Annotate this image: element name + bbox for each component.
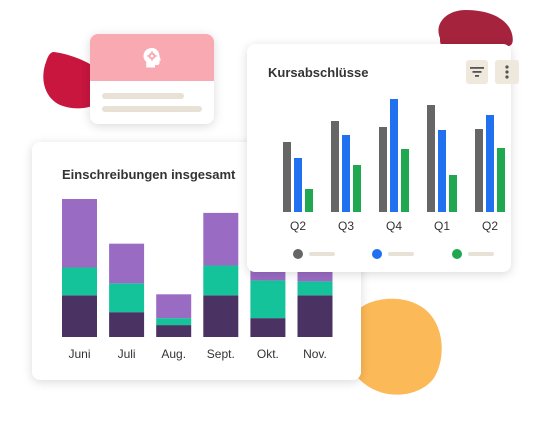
x-tick-label: Q1 <box>434 219 450 233</box>
bar <box>390 99 398 212</box>
bar-segment <box>203 265 239 296</box>
x-tick-label: Q4 <box>386 219 402 233</box>
bar-segment <box>156 325 192 337</box>
x-tick-label: Q3 <box>338 219 354 233</box>
bar-segment <box>203 212 239 266</box>
bar-segment <box>109 243 145 284</box>
bar <box>305 189 313 212</box>
legend-dot-blue <box>372 249 382 259</box>
x-tick-label: Sept. <box>207 347 235 361</box>
course-completion-chart: Q2 Q3 Q4 Q1 Q2 <box>283 99 505 233</box>
bar-segment <box>156 294 192 319</box>
bar <box>475 129 483 212</box>
bar <box>353 165 361 212</box>
x-tick-label: Nov. <box>303 347 327 361</box>
bar <box>342 135 350 212</box>
x-tick-label: Juni <box>68 347 90 361</box>
bar <box>379 127 387 212</box>
orange-blob <box>344 298 442 395</box>
profile-card-header <box>90 34 214 81</box>
bar <box>294 158 302 212</box>
bar-segment <box>156 318 192 326</box>
bar <box>401 149 409 212</box>
bar <box>449 175 457 212</box>
filter-button[interactable] <box>466 60 488 84</box>
red-blob-shape <box>43 52 98 109</box>
bar <box>486 115 494 212</box>
bar-segment <box>109 283 145 313</box>
x-tick-label: Q2 <box>290 219 306 233</box>
bar <box>427 105 435 212</box>
course-completion-title: Kursabschlüsse <box>268 65 369 80</box>
bar <box>497 148 505 212</box>
profile-text-line-2 <box>102 106 202 112</box>
bar <box>283 142 291 212</box>
enrollment-title: Einschreibungen insgesamt <box>62 167 236 182</box>
enrollment-chart: Juni Juli Aug. Sept. Okt. Nov. <box>62 199 333 361</box>
bar-segment <box>297 295 333 337</box>
legend-dot-gray <box>293 249 303 259</box>
bar-segment <box>62 267 97 296</box>
x-tick-label: Q2 <box>482 219 498 233</box>
brain-gear-icon <box>143 47 161 67</box>
dark-red-blob-shape <box>438 10 513 46</box>
profile-card <box>90 34 214 124</box>
orange-blob-shape <box>344 298 442 395</box>
bar-segment <box>297 281 333 296</box>
legend-placeholder-gray <box>309 252 335 256</box>
bar-segment <box>203 295 239 337</box>
legend-placeholder-green <box>468 252 494 256</box>
red-blob-left <box>43 52 98 109</box>
legend-dot-green <box>452 249 462 259</box>
filter-icon <box>470 67 484 77</box>
more-options-button[interactable] <box>495 60 519 84</box>
red-blob-right <box>438 10 513 46</box>
x-tick-label: Okt. <box>257 347 279 361</box>
bar-segment <box>62 199 97 268</box>
legend-placeholder-blue <box>388 252 414 256</box>
profile-text-line-1 <box>102 93 184 99</box>
x-tick-label: Aug. <box>161 347 186 361</box>
course-completion-card: Kursabschlüsse Q2 Q3 Q4 Q1 Q2 <box>247 44 519 272</box>
bar-segment <box>250 318 286 337</box>
bar-segment <box>109 312 145 337</box>
bar <box>438 130 446 212</box>
bar-segment <box>250 280 286 319</box>
bar <box>331 121 339 212</box>
bar-segment <box>62 295 97 337</box>
x-tick-label: Juli <box>118 347 136 361</box>
more-vertical-icon <box>505 65 509 79</box>
